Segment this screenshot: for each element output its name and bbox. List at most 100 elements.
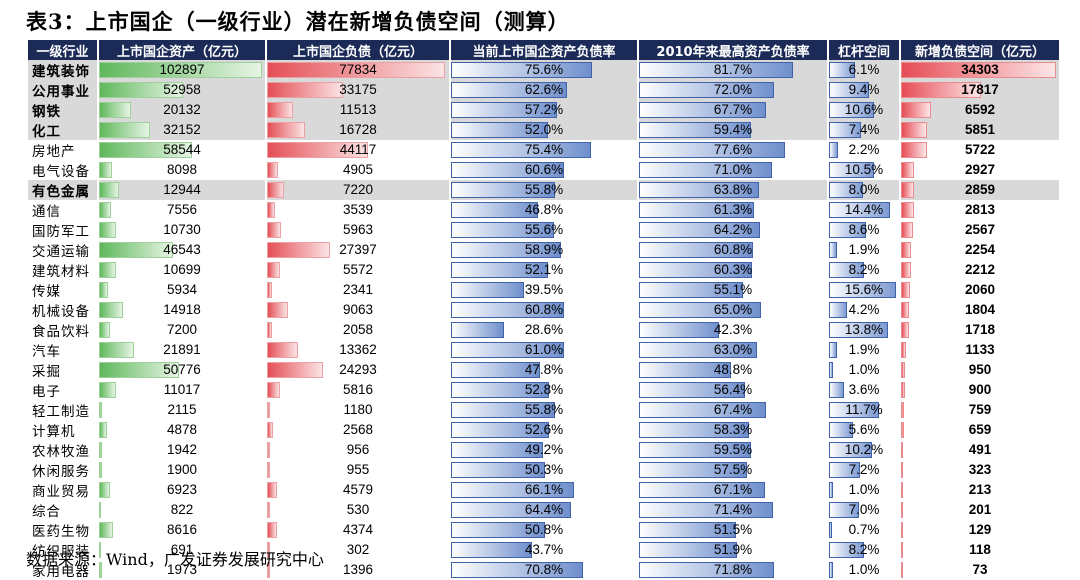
cell-debt: 4579 (266, 480, 451, 500)
cell-max_ratio: 77.6% (638, 140, 829, 160)
cell-debt: 1396 (266, 560, 451, 580)
cell-ratio: 57.2% (450, 100, 639, 120)
new_debt-bar (901, 222, 913, 238)
max_ratio-value: 71.4% (713, 502, 753, 517)
leverage-value: 1.0% (848, 562, 880, 577)
max_ratio-bar (639, 282, 743, 298)
ratio-bar (451, 262, 548, 278)
leverage-value: 10.2% (844, 442, 884, 457)
cell-leverage: 8.6% (828, 220, 901, 240)
cell-debt: 5572 (266, 260, 451, 280)
max_ratio-bar (639, 402, 766, 418)
asset-value: 7556 (166, 202, 198, 217)
cell-industry: 计算机 (28, 420, 99, 440)
debt-value: 1396 (342, 562, 374, 577)
new_debt-bar (901, 142, 927, 158)
ratio-value: 55.6% (524, 222, 564, 237)
ratio-bar (451, 122, 548, 138)
new_debt-value: 5722 (964, 142, 996, 157)
ratio-bar (451, 382, 550, 398)
cell-debt: 955 (266, 460, 451, 480)
asset-value: 6923 (166, 482, 198, 497)
leverage-bar (829, 562, 834, 578)
table-row: 采掘 50776 24293 47.8% 48.8% 1.0% 950 (28, 360, 1061, 380)
cell-asset: 6923 (98, 480, 267, 500)
cell-debt: 4374 (266, 520, 451, 540)
cell-max_ratio: 59.5% (638, 440, 829, 460)
cell-max_ratio: 57.5% (638, 460, 829, 480)
ratio-bar (451, 482, 574, 498)
col-asset: 上市国企资产（亿元） (98, 40, 267, 60)
debt-value: 3539 (342, 202, 374, 217)
cell-ratio: 61.0% (450, 340, 639, 360)
debt-value: 4579 (342, 482, 374, 497)
debt-bar (267, 522, 278, 538)
debt-value: 33175 (339, 82, 377, 97)
max_ratio-value: 51.5% (713, 522, 753, 537)
cell-debt: 2568 (266, 420, 451, 440)
leverage-value: 7.0% (848, 502, 880, 517)
cell-asset: 822 (98, 500, 267, 520)
asset-bar (99, 282, 109, 298)
data-source: 数据来源：Wind，广发证券发展研究中心 (26, 550, 324, 569)
cell-debt: 1180 (266, 400, 451, 420)
cell-max_ratio: 63.8% (638, 180, 829, 200)
asset-bar (99, 62, 262, 78)
new_debt-value: 201 (968, 502, 992, 517)
cell-ratio: 50.3% (450, 460, 639, 480)
cell-debt: 2058 (266, 320, 451, 340)
cell-industry: 钢铁 (28, 100, 99, 120)
ratio-value: 47.8% (524, 362, 564, 377)
max_ratio-bar (639, 262, 753, 278)
leverage-bar (829, 222, 866, 238)
new_debt-value: 900 (968, 382, 992, 397)
leverage-value: 2.2% (848, 142, 880, 157)
debt-bar (267, 542, 270, 558)
ratio-value: 49.2% (524, 442, 564, 457)
cell-industry: 传媒 (28, 280, 99, 300)
asset-value: 4878 (166, 422, 198, 437)
table-row: 商业贸易 6923 4579 66.1% 67.1% 1.0% 213 (28, 480, 1061, 500)
cell-new_debt: 1804 (900, 300, 1061, 320)
cell-leverage: 7.0% (828, 500, 901, 520)
leverage-bar (829, 182, 864, 198)
table-row: 通信 7556 3539 46.8% 61.3% 14.4% 2813 (28, 200, 1061, 220)
cell-ratio: 60.6% (450, 160, 639, 180)
max_ratio-bar (639, 542, 737, 558)
cell-new_debt: 129 (900, 520, 1061, 540)
cell-industry: 纺织服装 (28, 540, 99, 560)
cell-asset: 1942 (98, 440, 267, 460)
cell-debt: 11513 (266, 100, 451, 120)
debt-bar (267, 422, 273, 438)
cell-industry: 国防军工 (28, 220, 99, 240)
max_ratio-value: 81.7% (713, 62, 753, 77)
debt-bar (267, 182, 284, 198)
table-row: 综合 822 530 64.4% 71.4% 7.0% 201 (28, 500, 1061, 520)
leverage-bar (829, 442, 873, 458)
cell-ratio: 75.6% (450, 60, 639, 80)
table-row: 汽车 21891 13362 61.0% 63.0% 1.9% 1133 (28, 340, 1061, 360)
cell-leverage: 1.9% (828, 340, 901, 360)
leverage-value: 11.7% (845, 402, 883, 417)
cell-ratio: 52.0% (450, 120, 639, 140)
debt-value: 2568 (342, 422, 374, 437)
leverage-value: 8.2% (848, 542, 880, 557)
asset-value: 8616 (166, 522, 198, 537)
cell-max_ratio: 67.4% (638, 400, 829, 420)
cell-ratio: 64.4% (450, 500, 639, 520)
new_debt-bar (901, 202, 914, 218)
max_ratio-value: 71.0% (713, 162, 753, 177)
leverage-value: 4.2% (848, 302, 880, 317)
asset-value: 8098 (166, 162, 198, 177)
table-row: 医药生物 8616 4374 50.8% 51.5% 0.7% 129 (28, 520, 1061, 540)
leverage-value: 10.5% (844, 162, 884, 177)
cell-asset: 8098 (98, 160, 267, 180)
max_ratio-bar (639, 62, 793, 78)
max_ratio-value: 63.8% (713, 182, 753, 197)
cell-industry: 交通运输 (28, 240, 99, 260)
ratio-value: 28.6% (524, 322, 564, 337)
cell-debt: 2341 (266, 280, 451, 300)
cell-industry: 通信 (28, 200, 99, 220)
max_ratio-bar (639, 502, 774, 518)
debt-bar (267, 162, 279, 178)
